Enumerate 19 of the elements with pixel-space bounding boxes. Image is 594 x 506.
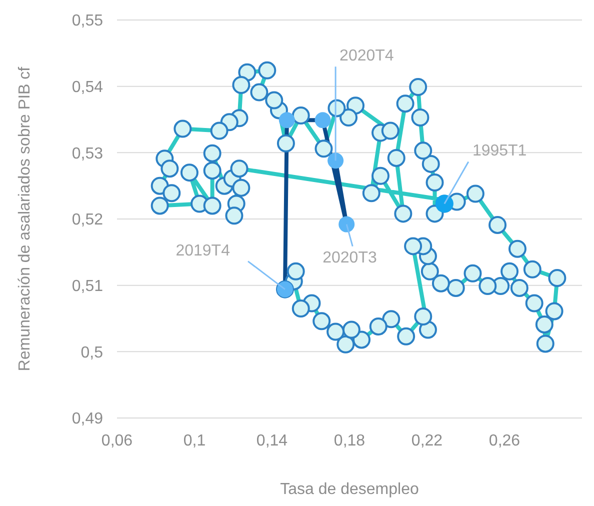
y-tick-label: 0,49	[72, 410, 104, 428]
annotation: 2019T4	[176, 242, 230, 260]
y-tick-label: 0,55	[72, 12, 104, 30]
x-tick-label: 0,1	[183, 432, 206, 450]
annotation: 2020T4	[340, 48, 394, 65]
x-tick-label: 0,22	[411, 432, 443, 450]
y-tick-label: 0,5	[80, 344, 104, 362]
annotation: 1995T1	[472, 142, 527, 160]
x-tick-label: 0,06	[101, 432, 133, 450]
x-tick-label: 0,14	[256, 432, 288, 450]
y-tick-label: 0,52	[72, 212, 104, 229]
y-axis-title: Remuneración de asalariados sobre PIB cf	[16, 66, 34, 372]
y-tick-label: 0,53	[72, 145, 104, 162]
annotation: 2020T3	[322, 249, 377, 266]
x-tick-label: 0,26	[488, 432, 520, 450]
x-tick-label: 0,18	[334, 432, 366, 450]
y-tick-label: 0,51	[72, 278, 104, 296]
y-tick-label: 0,54	[72, 79, 104, 96]
x-axis-title: Tasa de desempleo	[280, 481, 419, 498]
